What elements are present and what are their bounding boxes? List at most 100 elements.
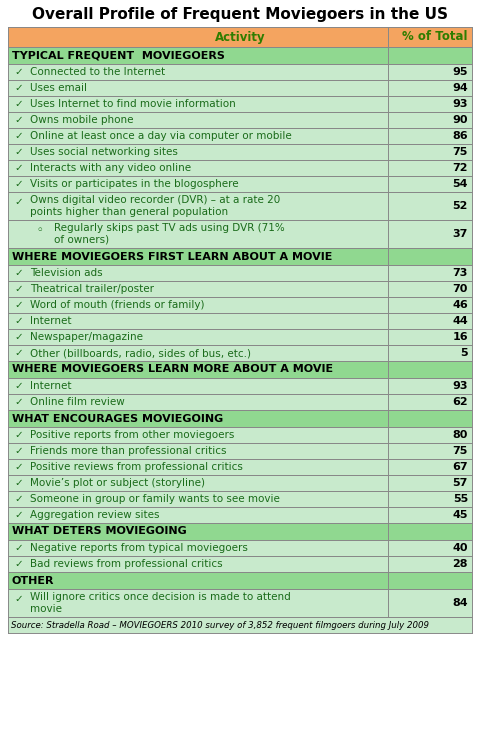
Text: ✓: ✓ [14,179,24,189]
Text: Newspaper/magazine: Newspaper/magazine [30,332,143,342]
FancyBboxPatch shape [8,378,472,394]
Text: ✓: ✓ [14,147,24,157]
Text: 62: 62 [452,397,468,407]
FancyBboxPatch shape [8,80,472,96]
FancyBboxPatch shape [8,361,472,378]
Text: Uses Internet to find movie information: Uses Internet to find movie information [30,99,236,109]
Text: ✓: ✓ [14,446,24,456]
Text: WHERE MOVIEGOERS FIRST LEARN ABOUT A MOVIE: WHERE MOVIEGOERS FIRST LEARN ABOUT A MOV… [12,251,332,262]
FancyBboxPatch shape [8,144,472,160]
Text: 75: 75 [453,147,468,157]
FancyBboxPatch shape [8,572,472,589]
Text: ✓: ✓ [14,268,24,278]
Text: Online film review: Online film review [30,397,125,407]
Text: ✓: ✓ [14,462,24,472]
Text: 72: 72 [453,163,468,173]
Text: Internet: Internet [30,316,72,326]
Text: ✓: ✓ [14,316,24,326]
Text: Owns digital video recorder (DVR) – at a rate 20
points higher than general popu: Owns digital video recorder (DVR) – at a… [30,195,280,217]
Text: % of Total: % of Total [403,30,468,44]
Text: 73: 73 [453,268,468,278]
FancyBboxPatch shape [8,27,472,47]
Text: ✓: ✓ [14,397,24,407]
Text: Aggregation review sites: Aggregation review sites [30,510,159,520]
FancyBboxPatch shape [8,491,472,507]
Text: 84: 84 [452,598,468,608]
Text: Television ads: Television ads [30,268,103,278]
Text: Positive reviews from professional critics: Positive reviews from professional criti… [30,462,243,472]
Text: 95: 95 [453,67,468,77]
FancyBboxPatch shape [8,160,472,176]
Text: 46: 46 [452,300,468,310]
Text: OTHER: OTHER [12,576,55,585]
Text: Negative reports from typical moviegoers: Negative reports from typical moviegoers [30,543,248,553]
Text: ✓: ✓ [14,115,24,125]
Text: ✓: ✓ [14,510,24,520]
Text: Regularly skips past TV ads using DVR (71%
of owners): Regularly skips past TV ads using DVR (7… [54,223,285,245]
FancyBboxPatch shape [8,112,472,128]
Text: 45: 45 [453,510,468,520]
FancyBboxPatch shape [8,64,472,80]
Text: 93: 93 [453,99,468,109]
FancyBboxPatch shape [8,248,472,265]
Text: 90: 90 [453,115,468,125]
FancyBboxPatch shape [8,128,472,144]
Text: 75: 75 [453,446,468,456]
FancyBboxPatch shape [8,96,472,112]
FancyBboxPatch shape [8,176,472,192]
Text: Interacts with any video online: Interacts with any video online [30,163,191,173]
FancyBboxPatch shape [8,220,472,248]
FancyBboxPatch shape [8,523,472,540]
Text: ✓: ✓ [14,284,24,294]
Text: Online at least once a day via computer or mobile: Online at least once a day via computer … [30,131,292,141]
Text: 52: 52 [453,201,468,211]
Text: ✓: ✓ [14,478,24,488]
Text: 57: 57 [453,478,468,488]
Text: 16: 16 [452,332,468,342]
Text: ✓: ✓ [14,163,24,173]
Text: ✓: ✓ [14,381,24,391]
FancyBboxPatch shape [8,589,472,617]
FancyBboxPatch shape [8,617,472,633]
Text: 5: 5 [460,348,468,358]
Text: ✓: ✓ [14,494,24,504]
Text: Uses social networking sites: Uses social networking sites [30,147,178,157]
Text: Activity: Activity [215,30,265,44]
Text: 40: 40 [453,543,468,553]
Text: ◦: ◦ [36,225,43,235]
Text: Theatrical trailer/poster: Theatrical trailer/poster [30,284,154,294]
FancyBboxPatch shape [8,556,472,572]
Text: Overall Profile of Frequent Moviegoers in the US: Overall Profile of Frequent Moviegoers i… [32,7,448,22]
Text: Source: Stradella Road – MOVIEGOERS 2010 survey of 3,852 frequent filmgoers duri: Source: Stradella Road – MOVIEGOERS 2010… [11,620,429,629]
Text: 37: 37 [453,229,468,239]
FancyBboxPatch shape [8,540,472,556]
Text: Other (billboards, radio, sides of bus, etc.): Other (billboards, radio, sides of bus, … [30,348,251,358]
Text: WHERE MOVIEGOERS LEARN MORE ABOUT A MOVIE: WHERE MOVIEGOERS LEARN MORE ABOUT A MOVI… [12,365,333,374]
Text: 28: 28 [453,559,468,569]
Text: Friends more than professional critics: Friends more than professional critics [30,446,227,456]
Text: Internet: Internet [30,381,72,391]
FancyBboxPatch shape [8,281,472,297]
Text: ✓: ✓ [14,332,24,342]
Text: ✓: ✓ [14,430,24,440]
Text: ✓: ✓ [14,348,24,358]
FancyBboxPatch shape [8,443,472,459]
FancyBboxPatch shape [8,507,472,523]
Text: WHAT ENCOURAGES MOVIEGOING: WHAT ENCOURAGES MOVIEGOING [12,414,223,424]
Text: Will ignore critics once decision is made to attend
movie: Will ignore critics once decision is mad… [30,592,291,614]
Text: 94: 94 [452,83,468,93]
FancyBboxPatch shape [8,345,472,361]
Text: Someone in group or family wants to see movie: Someone in group or family wants to see … [30,494,280,504]
Text: ✓: ✓ [14,131,24,141]
FancyBboxPatch shape [8,47,472,64]
Text: ✓: ✓ [14,67,24,77]
Text: Visits or participates in the blogosphere: Visits or participates in the blogospher… [30,179,239,189]
Text: 70: 70 [453,284,468,294]
Text: Uses email: Uses email [30,83,87,93]
FancyBboxPatch shape [8,297,472,313]
Text: 44: 44 [452,316,468,326]
FancyBboxPatch shape [8,394,472,410]
Text: Connected to the Internet: Connected to the Internet [30,67,165,77]
FancyBboxPatch shape [8,313,472,329]
Text: ✓: ✓ [14,83,24,93]
